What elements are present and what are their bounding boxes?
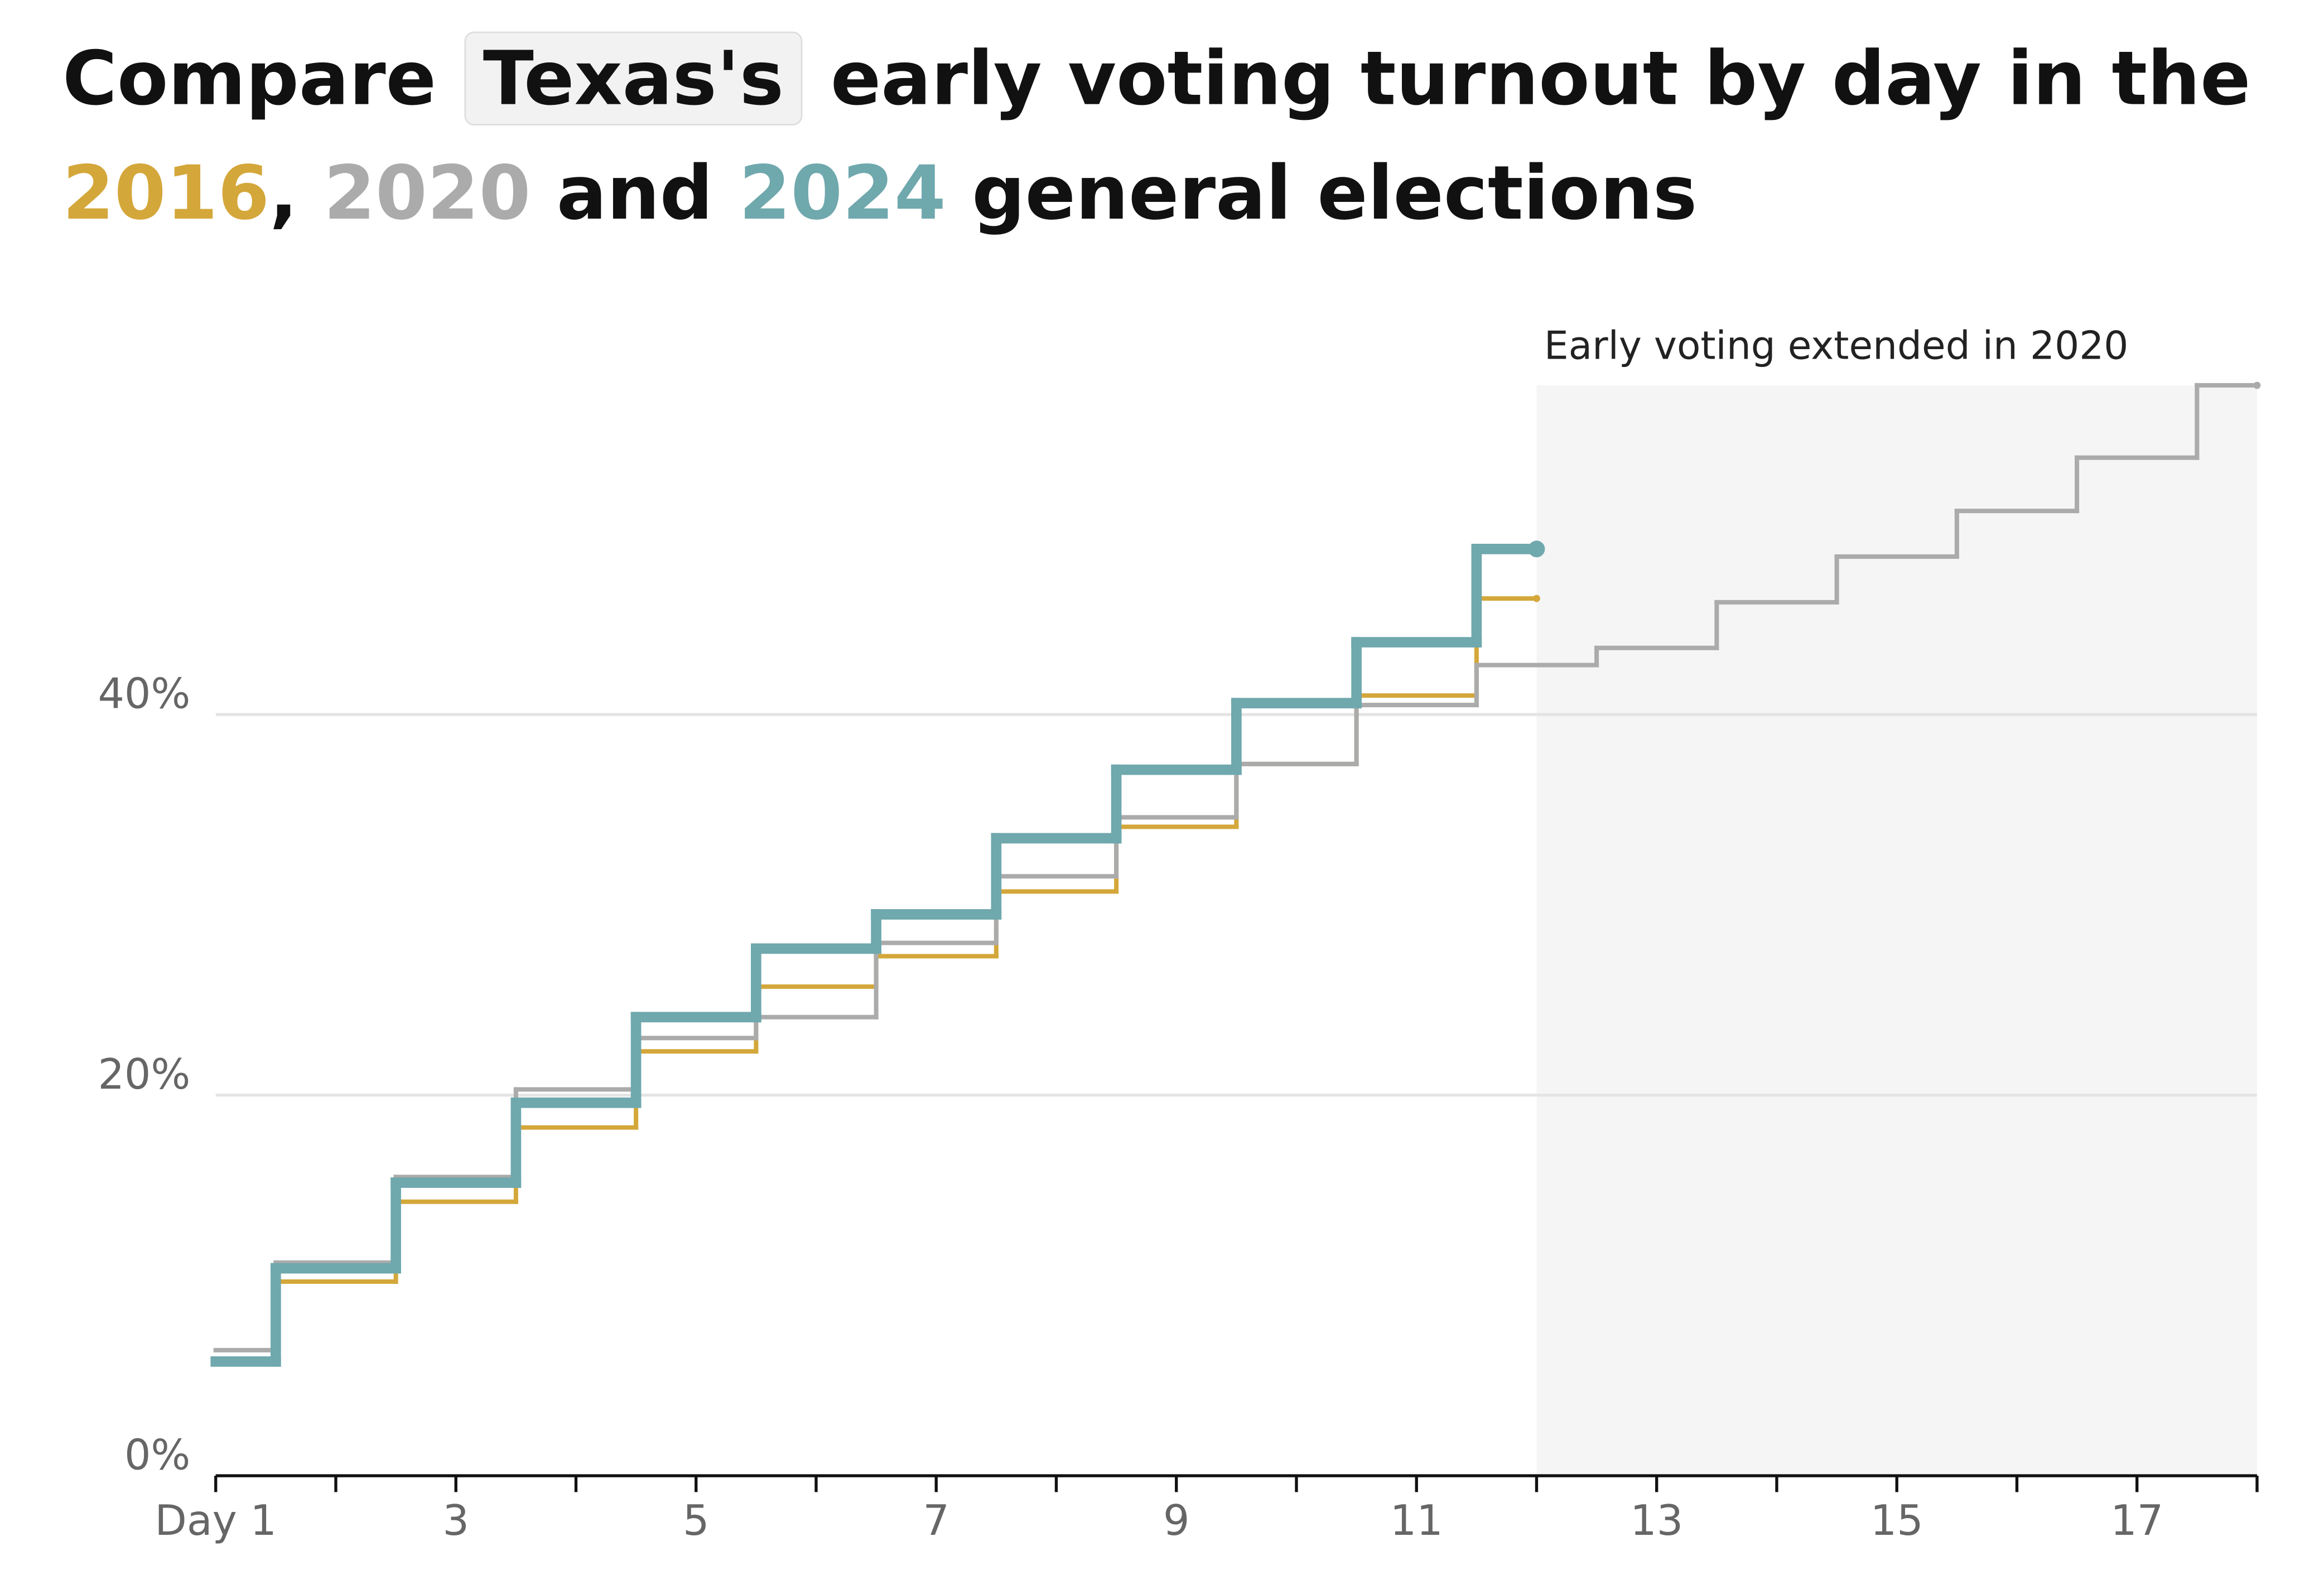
x-tick-label: 9 bbox=[1163, 1496, 1190, 1545]
y-tick-label: 20% bbox=[98, 1050, 190, 1099]
y-tick-label: 40% bbox=[98, 670, 190, 718]
end-dot bbox=[2253, 381, 2261, 389]
state-dropdown-box[interactable] bbox=[464, 31, 803, 125]
x-tick-label: 17 bbox=[2110, 1496, 2163, 1545]
x-tick-label: 3 bbox=[442, 1496, 469, 1545]
x-tick-label: 5 bbox=[683, 1496, 710, 1545]
x-tick-label: 7 bbox=[923, 1496, 949, 1545]
title-text: , bbox=[269, 150, 298, 236]
title-text: early voting turnout by day in the bbox=[831, 35, 2251, 122]
title-text: and bbox=[557, 150, 713, 236]
title-year: 2024 bbox=[739, 150, 946, 236]
title-line-2: 2016, 2020 and 2024 general elections bbox=[62, 150, 1697, 236]
shaded-region bbox=[1536, 385, 2257, 1476]
title-year: 2020 bbox=[324, 150, 531, 236]
title-text: Compare bbox=[62, 35, 436, 122]
state-dropdown[interactable]: Texas's bbox=[483, 35, 784, 122]
end-dot bbox=[1528, 540, 1545, 558]
x-tick-label: Day 1 bbox=[155, 1496, 277, 1545]
title-text: general elections bbox=[972, 150, 1697, 236]
title-year: 2016 bbox=[62, 150, 269, 236]
x-tick-label: 11 bbox=[1390, 1496, 1443, 1545]
x-tick-label: 15 bbox=[1870, 1496, 1923, 1545]
title: Compare Texas's early voting turnout by … bbox=[62, 31, 2251, 236]
annotation: Early voting extended in 2020 bbox=[1544, 323, 2129, 368]
x-tick-label: 13 bbox=[1630, 1496, 1683, 1545]
title-line-1: Compare Texas's early voting turnout by … bbox=[62, 35, 2251, 122]
y-tick-label: 0% bbox=[124, 1431, 190, 1480]
end-dot bbox=[1533, 595, 1540, 602]
